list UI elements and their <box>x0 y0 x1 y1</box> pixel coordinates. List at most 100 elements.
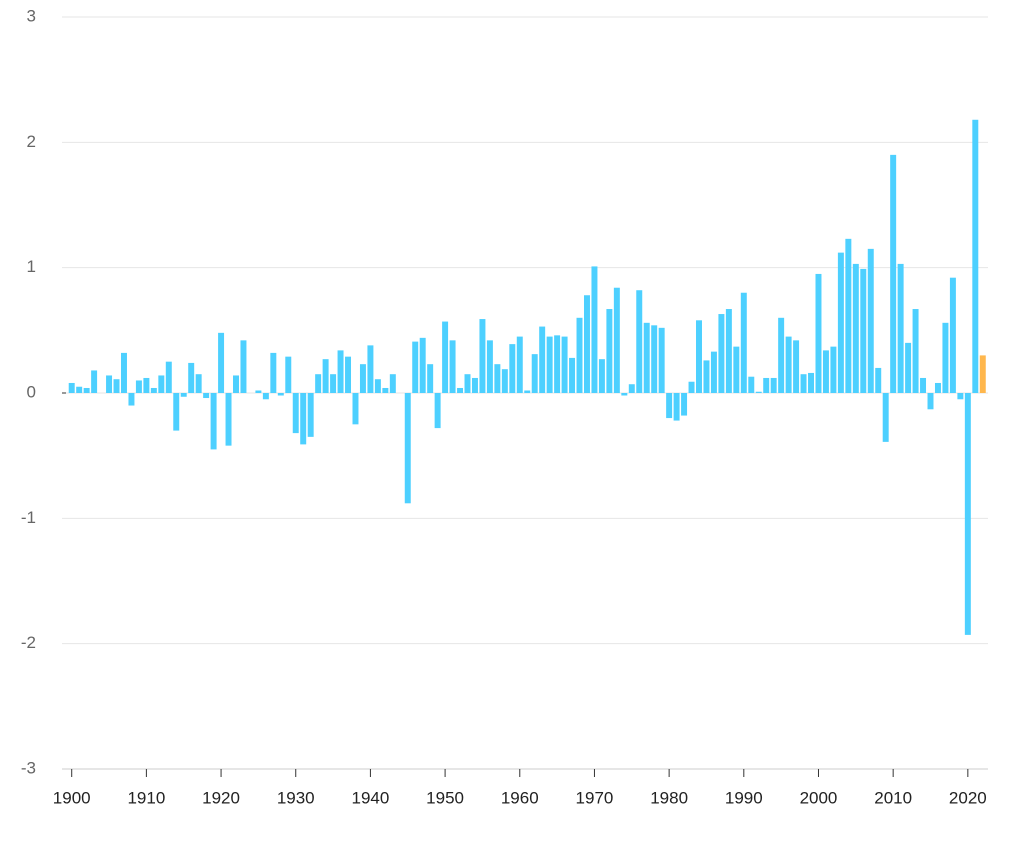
bar <box>890 154 897 393</box>
bar <box>949 277 956 393</box>
bar <box>494 364 501 393</box>
x-tick-label: 1950 <box>426 788 464 807</box>
bar <box>315 374 322 393</box>
bar <box>897 263 904 393</box>
bar <box>389 374 396 393</box>
bar <box>912 309 919 393</box>
bar <box>583 295 590 393</box>
bar <box>255 390 262 393</box>
bar <box>188 362 195 393</box>
bar <box>442 321 449 393</box>
bar <box>561 336 568 393</box>
bar <box>770 377 777 393</box>
bar <box>359 364 366 393</box>
bar <box>733 346 740 393</box>
bar <box>345 356 352 393</box>
bar <box>837 252 844 393</box>
bar <box>920 377 927 393</box>
bar <box>434 393 441 429</box>
bar <box>852 263 859 393</box>
bar <box>710 351 717 393</box>
bar <box>539 326 546 393</box>
y-tick-label: -2 <box>21 633 36 652</box>
bar <box>934 382 941 393</box>
bar <box>636 290 643 393</box>
bar <box>576 317 583 393</box>
x-tick-label: 1910 <box>127 788 165 807</box>
bar <box>277 393 284 396</box>
bar <box>524 390 531 393</box>
x-tick-label: 2020 <box>949 788 987 807</box>
bar <box>322 359 329 393</box>
y-tick-label: 1 <box>27 257 36 276</box>
bar <box>696 320 702 393</box>
bar <box>755 391 762 393</box>
bar <box>180 393 187 397</box>
bar <box>374 379 381 393</box>
bar <box>203 393 210 399</box>
bar <box>815 273 822 393</box>
bar <box>621 393 628 396</box>
bar <box>330 374 337 393</box>
bar <box>135 380 142 393</box>
bar <box>822 350 829 393</box>
x-tick-label: 1940 <box>352 788 390 807</box>
bar <box>740 292 747 393</box>
bar <box>830 346 837 393</box>
bar <box>867 248 874 393</box>
bar <box>143 377 150 393</box>
bar <box>352 393 359 425</box>
bar <box>285 356 292 393</box>
bar <box>83 387 90 393</box>
x-tick-label: 1900 <box>53 788 91 807</box>
bar <box>800 374 807 393</box>
x-tick-label: 1990 <box>725 788 763 807</box>
bar <box>233 375 239 393</box>
bar <box>307 393 314 437</box>
bar <box>412 341 419 393</box>
bar <box>292 393 299 434</box>
bar <box>673 393 680 421</box>
bar <box>927 393 934 410</box>
bar <box>763 377 770 393</box>
bar <box>979 355 986 393</box>
bar <box>598 359 605 393</box>
bar <box>964 393 971 635</box>
bar <box>628 384 635 393</box>
bar <box>120 352 127 393</box>
bar <box>793 340 800 393</box>
bar <box>106 375 113 393</box>
bar <box>591 266 598 393</box>
bar <box>382 387 389 393</box>
x-tick-label: 2000 <box>800 788 838 807</box>
y-tick-label: -1 <box>21 508 36 527</box>
bar <box>404 393 411 504</box>
bar <box>471 377 478 393</box>
bar <box>464 374 471 393</box>
bar <box>718 314 725 393</box>
bar <box>748 376 755 393</box>
bar <box>725 309 732 393</box>
bar <box>613 287 620 393</box>
x-tick-label: 1960 <box>501 788 539 807</box>
bar <box>225 393 232 446</box>
bar <box>778 317 785 393</box>
bar <box>210 393 217 450</box>
bar <box>942 322 949 393</box>
bar <box>554 335 561 393</box>
bar <box>666 393 673 419</box>
bar <box>957 393 964 400</box>
bar <box>546 336 553 393</box>
bar <box>501 369 508 393</box>
bar <box>509 344 516 393</box>
bar <box>658 327 665 393</box>
y-tick-label: -3 <box>21 758 36 777</box>
bar <box>240 340 247 393</box>
bar <box>569 357 576 393</box>
x-tick-label: 1970 <box>576 788 614 807</box>
bar <box>76 386 83 393</box>
bar <box>643 322 650 393</box>
bar <box>972 119 979 394</box>
bar <box>91 370 98 393</box>
